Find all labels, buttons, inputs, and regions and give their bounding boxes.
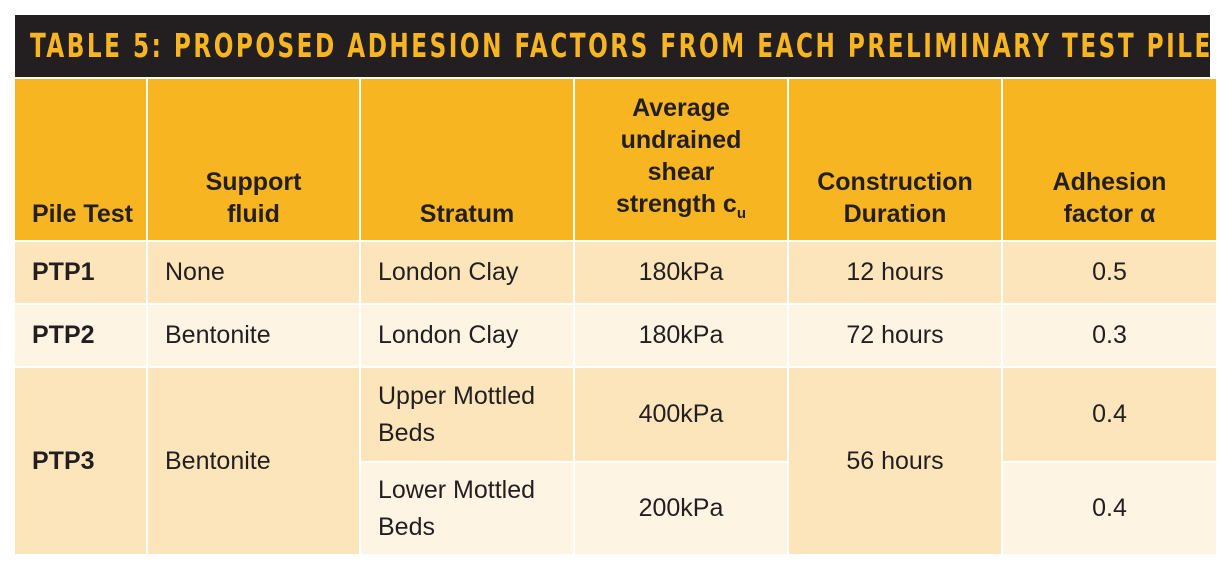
header-adhesion: Adhesion factor α [1003,79,1216,240]
cell-pile: PTP1 [15,242,146,303]
cell-duration: 72 hours [789,305,1001,366]
adhesion-table: Pile Test Support fluid Stratum Average … [15,79,1216,554]
cell-stratum: Lower Mottled Beds [361,463,573,554]
cell-strength: 400kPa [575,368,787,461]
cell-fluid: Bentonite [148,368,359,554]
cell-stratum: London Clay [361,305,573,366]
cell-strength: 180kPa [575,305,787,366]
cell-alpha: 0.4 [1003,368,1216,461]
header-duration: Construction Duration [789,79,1001,240]
header-pile-test: Pile Test [15,79,146,240]
cell-duration: 56 hours [789,368,1001,554]
cell-strength: 200kPa [575,463,787,554]
cell-stratum: Upper Mottled Beds [361,368,573,461]
header-support-fluid: Support fluid [148,79,359,240]
cell-stratum: London Clay [361,242,573,303]
header-shear-strength: Average undrained shear strength cu [575,79,787,240]
cell-pile: PTP2 [15,305,146,366]
cell-pile: PTP3 [15,368,146,554]
cell-fluid: Bentonite [148,305,359,366]
cell-duration: 12 hours [789,242,1001,303]
table-title: TABLE 5: PROPOSED ADHESION FACTORS FROM … [15,15,1210,77]
header-stratum: Stratum [361,79,573,240]
cell-fluid: None [148,242,359,303]
cell-alpha: 0.4 [1003,463,1216,554]
cell-strength: 180kPa [575,242,787,303]
cell-alpha: 0.3 [1003,305,1216,366]
cell-alpha: 0.5 [1003,242,1216,303]
